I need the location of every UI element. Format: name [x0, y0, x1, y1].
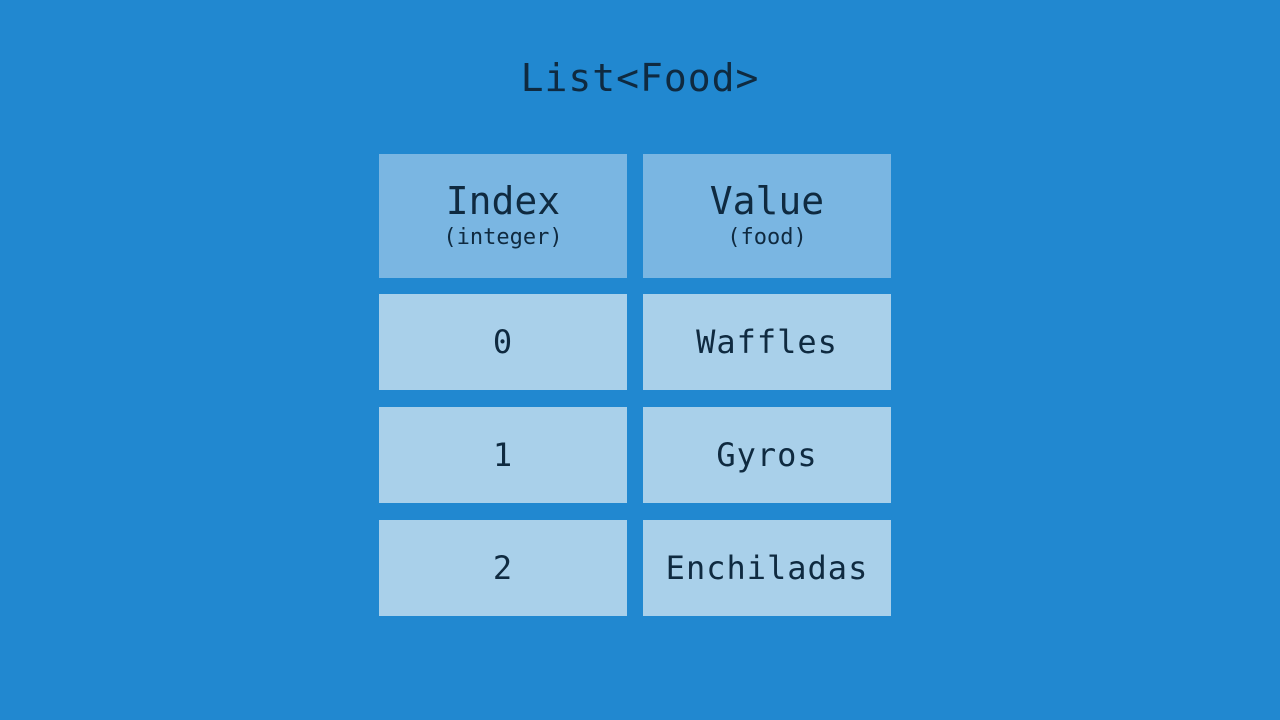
header-index-label: Index	[445, 179, 561, 223]
header-index-type: (integer)	[443, 225, 563, 250]
value-cell: Waffles	[643, 294, 891, 390]
header-value: Value (food)	[643, 154, 891, 278]
index-cell: 0	[379, 294, 627, 390]
index-cell: 1	[379, 407, 627, 503]
list-title: List<Food>	[520, 56, 760, 100]
header-value-label: Value	[709, 179, 825, 223]
value-cell: Enchiladas	[643, 520, 891, 616]
value-cell: Gyros	[643, 407, 891, 503]
header-index: Index (integer)	[379, 154, 627, 278]
header-value-type: (food)	[727, 225, 807, 250]
index-cell: 2	[379, 520, 627, 616]
